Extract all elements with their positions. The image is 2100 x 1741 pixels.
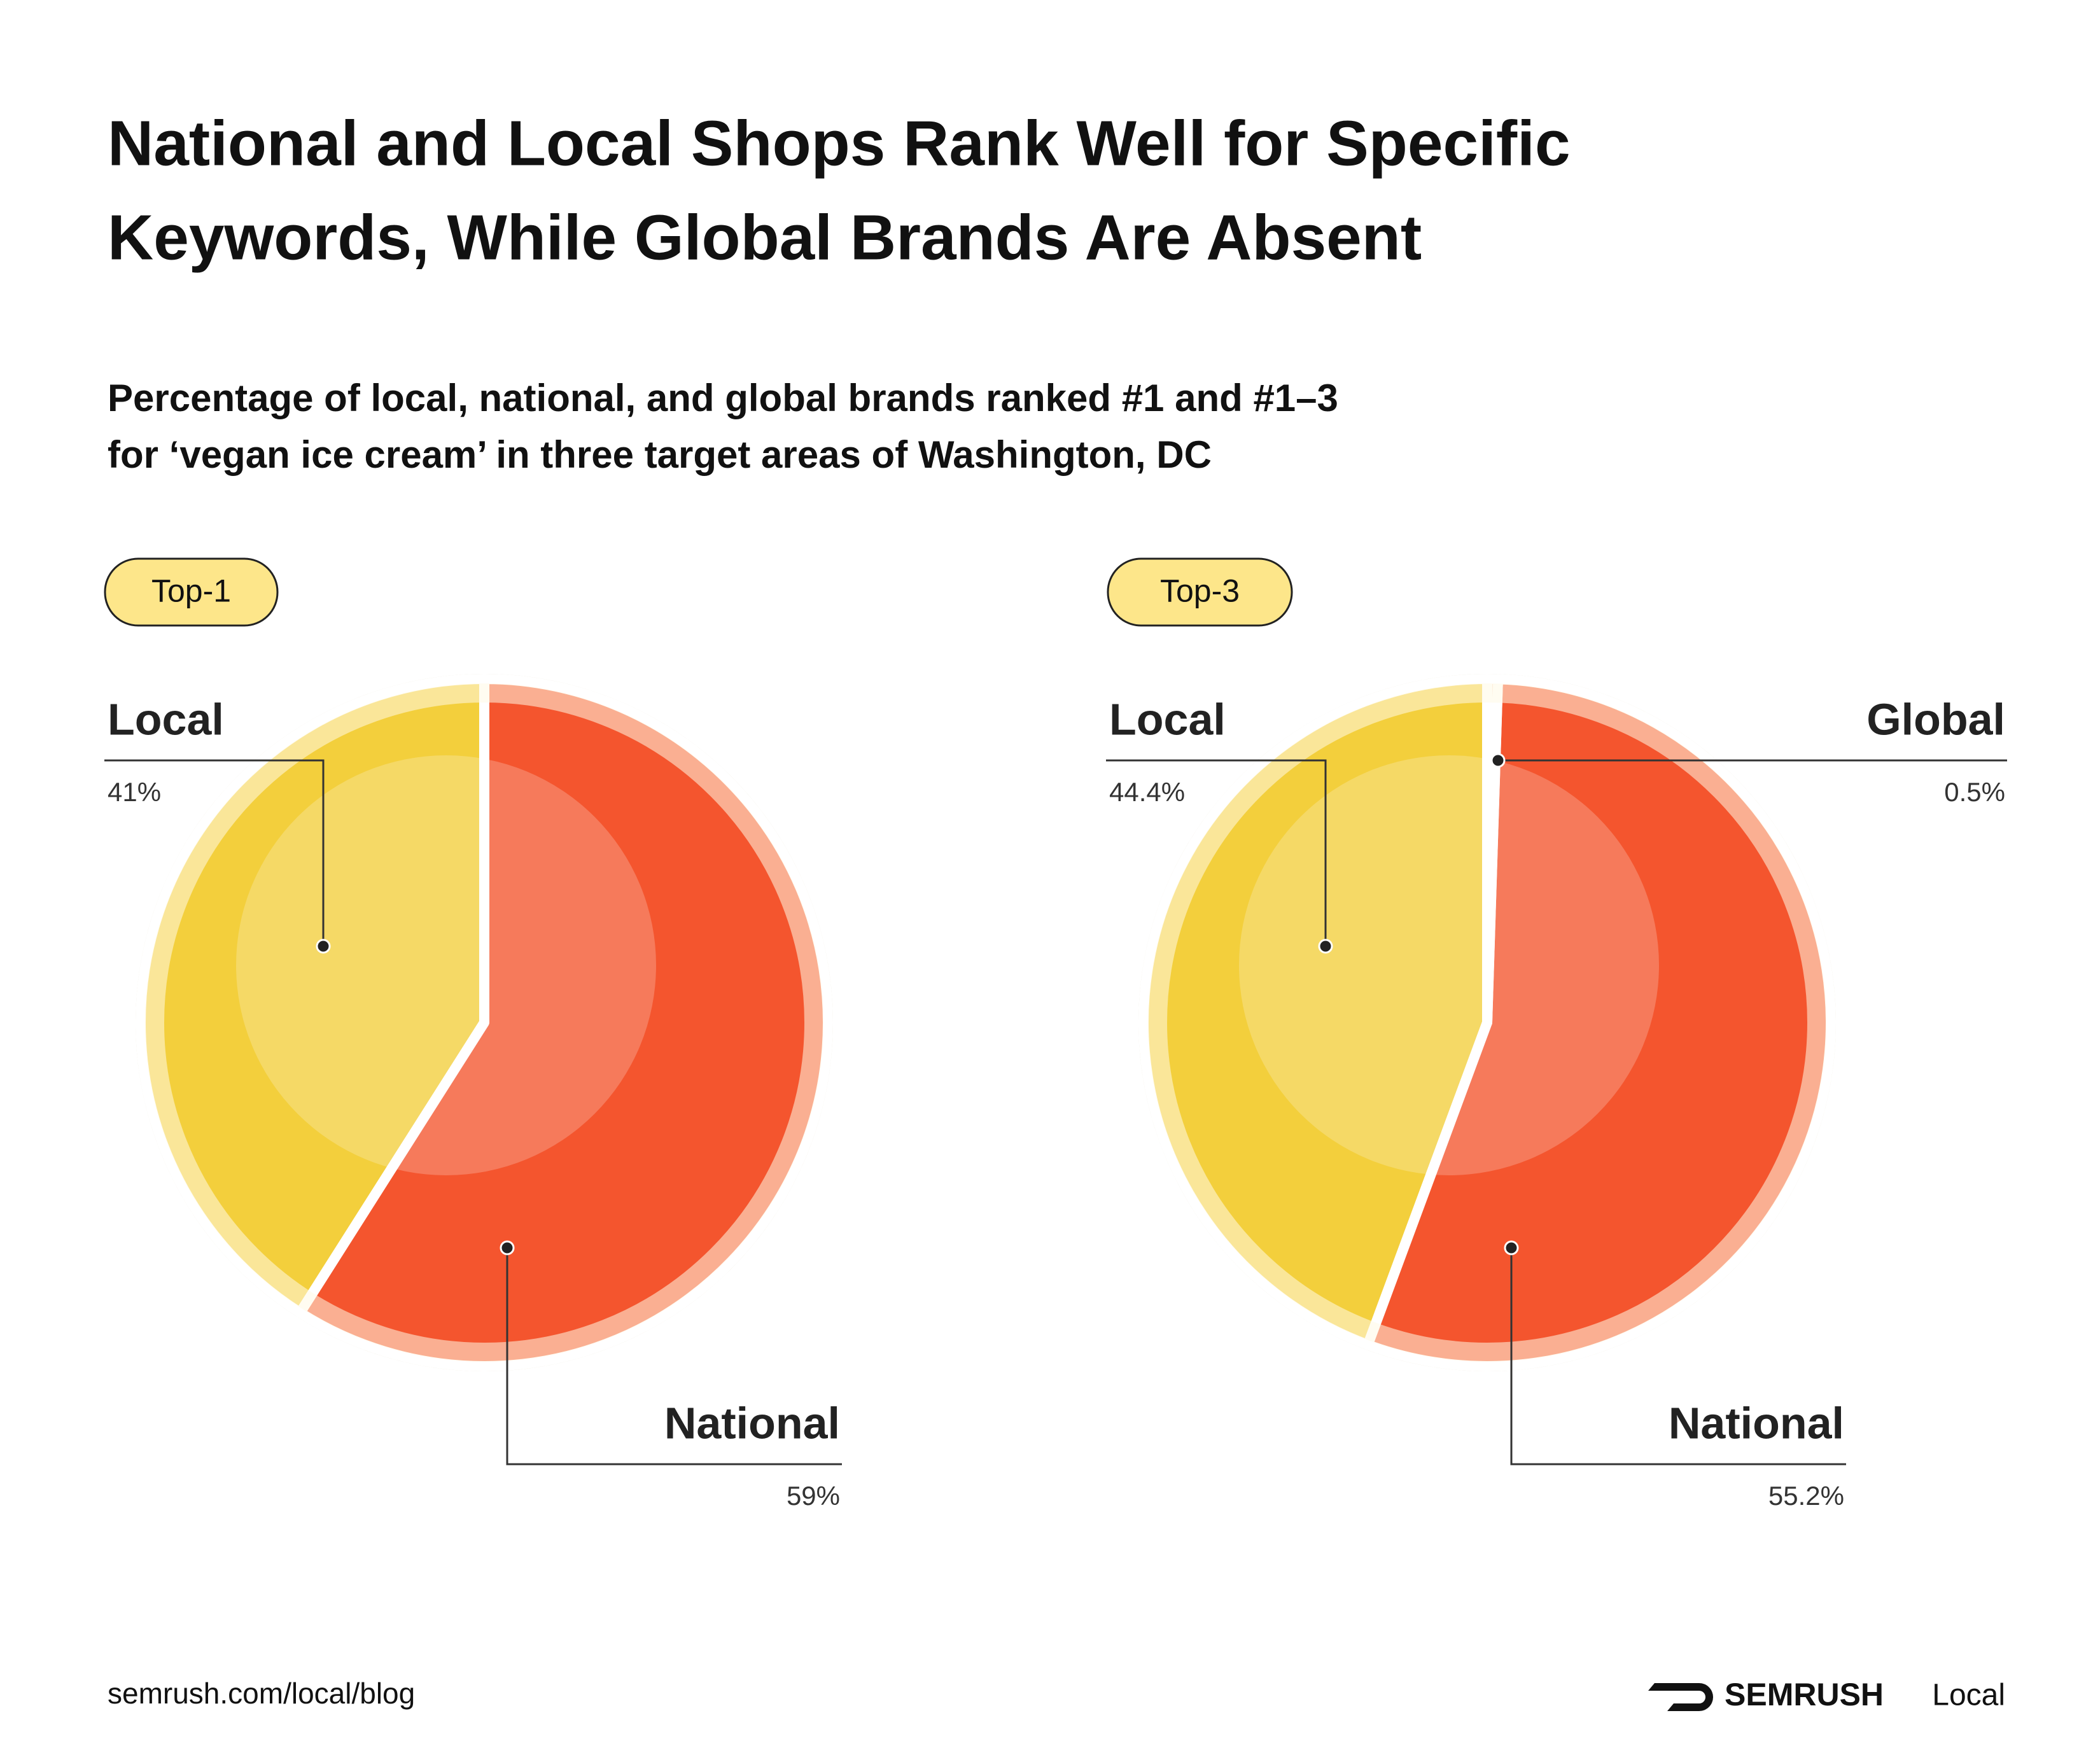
pie-slice [1362,674,1836,1372]
brand-icon [1648,1683,1713,1711]
pie-slice [1138,674,1492,1350]
cup-rim [1148,683,1826,1362]
title-line: National and Local Shops Rank Well for S… [108,108,1571,179]
pie-slice [295,674,833,1371]
category-label: Local [108,694,224,744]
value-label: 0.5% [1944,777,2005,807]
category-label: National [664,1398,840,1448]
cup-rim [145,683,823,1362]
title-line: Keywords, While Global Brands Are Absent [108,202,1422,273]
scoop-highlight [1239,755,1659,1175]
scoop-highlight [236,755,656,1175]
leader-dot [1504,1240,1519,1255]
leader-dot [316,939,331,954]
pill [104,557,279,627]
pill-label: Top-1 [151,573,231,609]
leader-line [1106,759,1327,946]
leader-dot [500,1240,515,1255]
subtitle-line: for ‘vegan ice cream’ in three target ar… [108,433,1212,476]
pill [1107,557,1293,627]
value-label: 55.2% [1768,1481,1844,1511]
value-label: 44.4% [1109,777,1185,807]
subtitle-line: Percentage of local, national, and globa… [108,377,1338,419]
leader-line [104,759,325,946]
category-label: National [1669,1398,1844,1448]
brand-logo: SEMRUSH Local [1648,1677,2005,1712]
brand-suffix: Local [1932,1679,2005,1712]
brand-name: SEMRUSH [1725,1677,1884,1712]
value-label: 59% [787,1481,840,1511]
leader-line [506,1248,842,1465]
value-label: 41% [108,777,161,807]
footer-url: semrush.com/local/blog [108,1677,415,1710]
category-label: Local [1109,694,1226,744]
leader-line [1510,1248,1846,1465]
category-label: Global [1866,694,2005,744]
pill-label: Top-3 [1160,573,1240,609]
leader-dot [1318,939,1333,954]
leader-dot [1490,753,1506,768]
